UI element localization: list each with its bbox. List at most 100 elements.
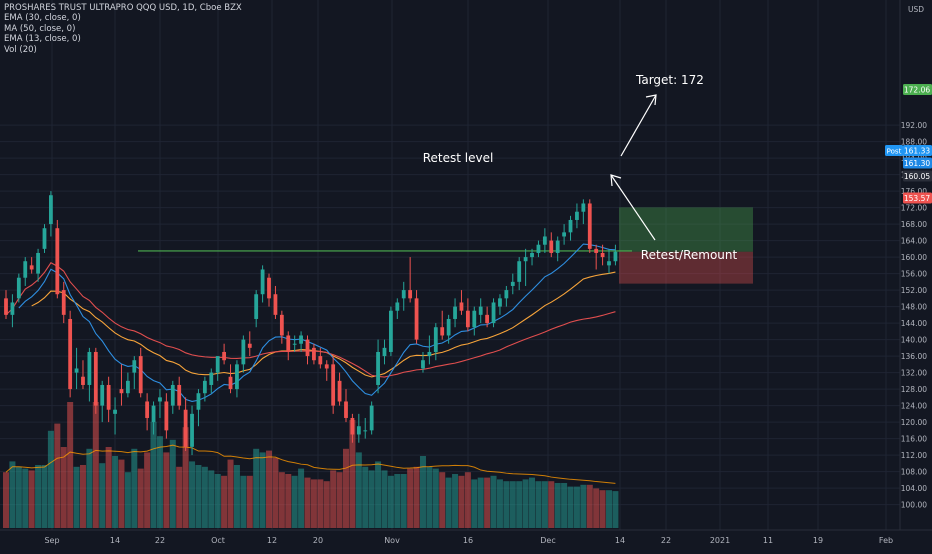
volume-bar	[189, 461, 196, 528]
volume-bar	[99, 463, 106, 528]
y-tick-label: 104.00	[901, 484, 927, 493]
candle-body	[87, 351, 92, 385]
chart-legend: PROSHARES TRUST ULTRAPRO QQQ USD, 1D, Cb…	[4, 3, 242, 55]
candles	[4, 191, 618, 456]
indicator-ma-50[interactable]: MA (50, close, 0)	[4, 23, 76, 34]
volume-bar	[285, 474, 292, 528]
candle-body	[575, 211, 579, 220]
candle-body	[164, 401, 169, 431]
candle-body	[151, 405, 156, 423]
volume-bar	[349, 420, 356, 528]
volume-bar	[144, 452, 151, 528]
candle-body	[536, 244, 541, 253]
y-tick-label: 168.00	[901, 220, 927, 229]
candle-body	[433, 327, 438, 352]
volume-bar	[67, 402, 74, 528]
volume-bar	[464, 472, 471, 528]
volume-bar	[182, 427, 189, 528]
candle-body	[10, 302, 15, 315]
price-label-bg	[903, 192, 932, 204]
candle-body	[119, 389, 124, 394]
candle-body	[279, 314, 284, 336]
candle-body	[485, 314, 490, 324]
candle-body	[607, 261, 611, 266]
indicator-volume[interactable]: Vol (20)	[4, 44, 37, 55]
volume-bar	[445, 477, 452, 528]
volume-bar	[278, 472, 285, 528]
y-tick-label: 124.00	[901, 402, 927, 411]
volume-bar	[169, 439, 176, 528]
volume-bar	[310, 479, 317, 528]
candle-body	[138, 356, 143, 394]
y-tick-label: 128.00	[901, 385, 927, 394]
candle-body	[196, 393, 201, 410]
volume-bar	[201, 466, 208, 528]
chart-title: PROSHARES TRUST ULTRAPRO QQQ USD, 1D, Cb…	[4, 3, 242, 13]
volume-bar	[105, 447, 112, 528]
price-label-bg	[903, 145, 932, 156]
candle-body	[16, 277, 21, 299]
volume-bar	[233, 465, 240, 528]
volume-bar	[573, 486, 580, 528]
trade-position[interactable]	[619, 207, 753, 284]
volume-bar	[413, 466, 420, 528]
volume-bar	[15, 466, 22, 528]
target-arrow	[620, 94, 657, 157]
volume-bar	[240, 475, 247, 528]
candle-body	[459, 302, 464, 311]
candle-body	[421, 360, 425, 369]
volume-bar	[330, 470, 337, 528]
volume-bar	[9, 461, 16, 528]
x-tick-label: 16	[463, 536, 473, 545]
volume-bar	[381, 470, 388, 528]
price-label-value: 153.57	[904, 194, 930, 203]
volume-bar	[484, 477, 491, 528]
retest-remount-annotation: Retest/Remount	[641, 248, 738, 262]
volume-bar	[548, 481, 555, 528]
candle-body	[292, 343, 297, 345]
volume-bar	[3, 472, 9, 528]
candle-body	[581, 203, 586, 212]
candle-body	[68, 318, 73, 390]
volume-bar	[471, 479, 478, 528]
candle-body	[324, 364, 329, 369]
volume-bar	[92, 402, 99, 528]
volume-bar	[150, 421, 157, 528]
volume-bar	[586, 484, 593, 528]
indicator-ema-30[interactable]: EMA (30, close, 0)	[4, 13, 81, 24]
candle-body	[312, 347, 316, 361]
volume-bar	[323, 481, 330, 528]
volume-bar	[452, 474, 459, 528]
candle-body	[395, 302, 400, 311]
volume-bar	[503, 481, 510, 528]
candle-body	[337, 380, 342, 402]
x-tick-label: 11	[763, 536, 773, 545]
volume-bar	[246, 475, 253, 528]
volume-bar	[41, 465, 48, 528]
volume-bar	[336, 472, 343, 528]
volume-bar	[375, 461, 382, 528]
volume-bar	[112, 456, 119, 528]
volume-bar	[221, 475, 228, 528]
volume-bar	[131, 448, 138, 528]
volume-bar	[298, 468, 305, 528]
candle-body	[600, 252, 605, 258]
candle-body	[299, 335, 303, 344]
candle-body	[344, 401, 348, 418]
x-tick-label: 14	[110, 536, 120, 545]
volume-bar	[272, 457, 279, 528]
x-tick-label: Dec	[540, 536, 555, 545]
volume-bar	[554, 483, 561, 528]
candle-body	[491, 302, 496, 324]
volume-bar	[28, 470, 35, 528]
y-tick-label: 140.00	[901, 336, 927, 345]
volume-bar	[599, 490, 606, 528]
volume-bar	[606, 490, 613, 528]
indicator-ema-13[interactable]: EMA (13, close, 0)	[4, 34, 81, 45]
currency-label: USD	[908, 5, 924, 14]
candle-body	[555, 240, 560, 253]
volume-bar	[60, 447, 67, 528]
candle-body	[331, 364, 336, 406]
